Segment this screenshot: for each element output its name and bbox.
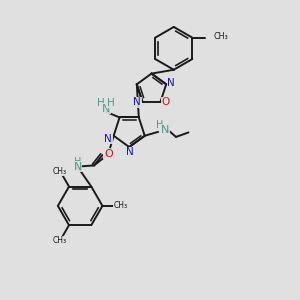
Text: N: N: [102, 103, 110, 113]
Text: N: N: [161, 125, 169, 135]
Text: CH₃: CH₃: [53, 167, 67, 176]
Text: CH₃: CH₃: [213, 32, 228, 41]
Text: O: O: [162, 98, 170, 107]
Text: N: N: [126, 147, 134, 157]
Text: N: N: [74, 162, 82, 172]
Text: N: N: [104, 134, 112, 144]
Text: N: N: [134, 98, 141, 107]
Text: CH₃: CH₃: [113, 201, 127, 210]
Text: H: H: [107, 98, 115, 108]
Text: H: H: [97, 98, 105, 108]
Text: H: H: [156, 120, 163, 130]
Text: H: H: [74, 157, 81, 166]
Text: N: N: [167, 78, 175, 88]
Text: O: O: [104, 149, 113, 159]
Text: CH₃: CH₃: [53, 236, 67, 245]
